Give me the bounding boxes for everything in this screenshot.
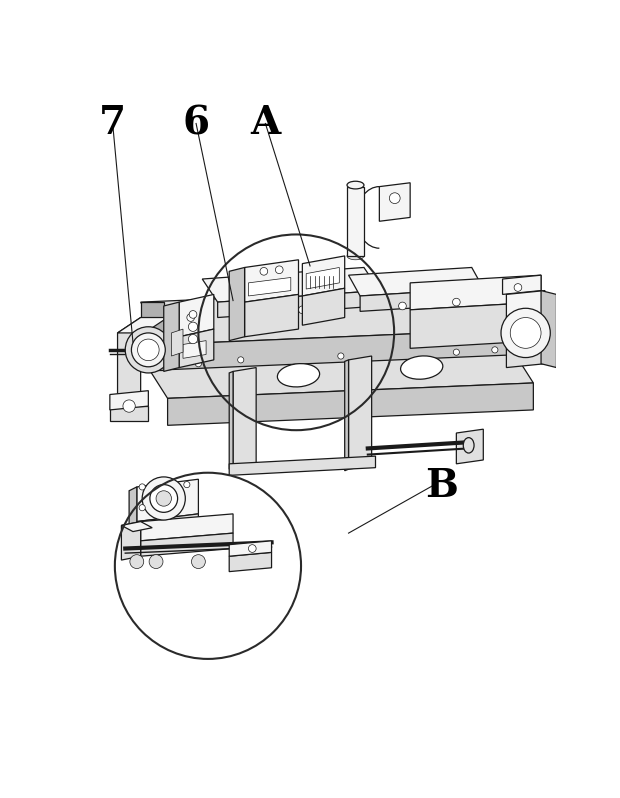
Polygon shape xyxy=(141,302,164,370)
Circle shape xyxy=(139,484,145,490)
Polygon shape xyxy=(167,383,533,425)
Polygon shape xyxy=(306,267,339,289)
Circle shape xyxy=(260,267,268,275)
Polygon shape xyxy=(122,522,141,560)
Polygon shape xyxy=(348,356,371,469)
Polygon shape xyxy=(122,522,152,531)
Polygon shape xyxy=(164,302,179,371)
Polygon shape xyxy=(233,368,256,468)
Polygon shape xyxy=(141,514,233,541)
Circle shape xyxy=(275,266,283,274)
Polygon shape xyxy=(137,514,198,543)
Polygon shape xyxy=(110,391,148,410)
Polygon shape xyxy=(202,267,379,302)
Circle shape xyxy=(338,353,344,359)
Polygon shape xyxy=(245,294,298,337)
Polygon shape xyxy=(110,406,148,421)
Text: 7: 7 xyxy=(99,105,126,142)
Polygon shape xyxy=(118,318,141,421)
Polygon shape xyxy=(347,187,364,256)
Ellipse shape xyxy=(347,252,364,260)
Circle shape xyxy=(187,314,195,322)
Text: 6: 6 xyxy=(182,105,210,142)
Polygon shape xyxy=(249,278,291,296)
Circle shape xyxy=(131,333,166,367)
Polygon shape xyxy=(141,533,233,556)
Polygon shape xyxy=(348,267,484,296)
Circle shape xyxy=(492,347,498,353)
Polygon shape xyxy=(507,318,545,368)
Polygon shape xyxy=(303,256,345,296)
Circle shape xyxy=(453,349,459,355)
Circle shape xyxy=(399,302,406,310)
Circle shape xyxy=(514,283,522,291)
Polygon shape xyxy=(164,329,522,370)
Circle shape xyxy=(184,481,190,488)
Polygon shape xyxy=(141,341,533,398)
Polygon shape xyxy=(118,318,167,333)
Polygon shape xyxy=(303,288,345,326)
Ellipse shape xyxy=(401,356,443,379)
Polygon shape xyxy=(172,329,183,356)
Circle shape xyxy=(156,491,172,506)
Polygon shape xyxy=(137,480,198,522)
Circle shape xyxy=(123,400,135,413)
Polygon shape xyxy=(179,294,214,337)
Circle shape xyxy=(453,298,460,306)
Polygon shape xyxy=(456,429,484,464)
Polygon shape xyxy=(229,371,233,469)
Circle shape xyxy=(389,193,400,203)
Polygon shape xyxy=(183,341,206,358)
Circle shape xyxy=(192,555,205,568)
Circle shape xyxy=(188,322,198,331)
Circle shape xyxy=(510,318,541,348)
Polygon shape xyxy=(410,302,541,348)
Circle shape xyxy=(139,504,145,511)
Circle shape xyxy=(195,361,202,367)
Circle shape xyxy=(249,545,256,552)
Polygon shape xyxy=(507,290,545,322)
Polygon shape xyxy=(179,329,214,368)
Circle shape xyxy=(138,339,159,361)
Circle shape xyxy=(298,306,306,314)
Polygon shape xyxy=(360,288,484,311)
Polygon shape xyxy=(229,456,376,476)
Polygon shape xyxy=(229,541,272,556)
Circle shape xyxy=(245,310,252,318)
Polygon shape xyxy=(503,275,541,294)
Circle shape xyxy=(189,310,197,318)
Circle shape xyxy=(149,555,163,568)
Ellipse shape xyxy=(277,364,320,387)
Text: B: B xyxy=(425,467,458,505)
Circle shape xyxy=(188,334,198,344)
Ellipse shape xyxy=(463,437,474,453)
Circle shape xyxy=(125,326,172,373)
Polygon shape xyxy=(229,552,272,571)
Polygon shape xyxy=(410,275,541,310)
Polygon shape xyxy=(129,487,137,546)
Polygon shape xyxy=(229,267,245,341)
Circle shape xyxy=(142,477,185,520)
Circle shape xyxy=(150,484,177,512)
Text: A: A xyxy=(250,105,280,142)
Polygon shape xyxy=(245,260,298,302)
Polygon shape xyxy=(541,290,556,368)
Circle shape xyxy=(237,357,244,363)
Polygon shape xyxy=(379,183,410,221)
Ellipse shape xyxy=(347,181,364,189)
Polygon shape xyxy=(345,360,348,471)
Polygon shape xyxy=(141,286,522,345)
Polygon shape xyxy=(218,290,379,318)
Circle shape xyxy=(130,555,144,568)
Circle shape xyxy=(501,308,551,358)
